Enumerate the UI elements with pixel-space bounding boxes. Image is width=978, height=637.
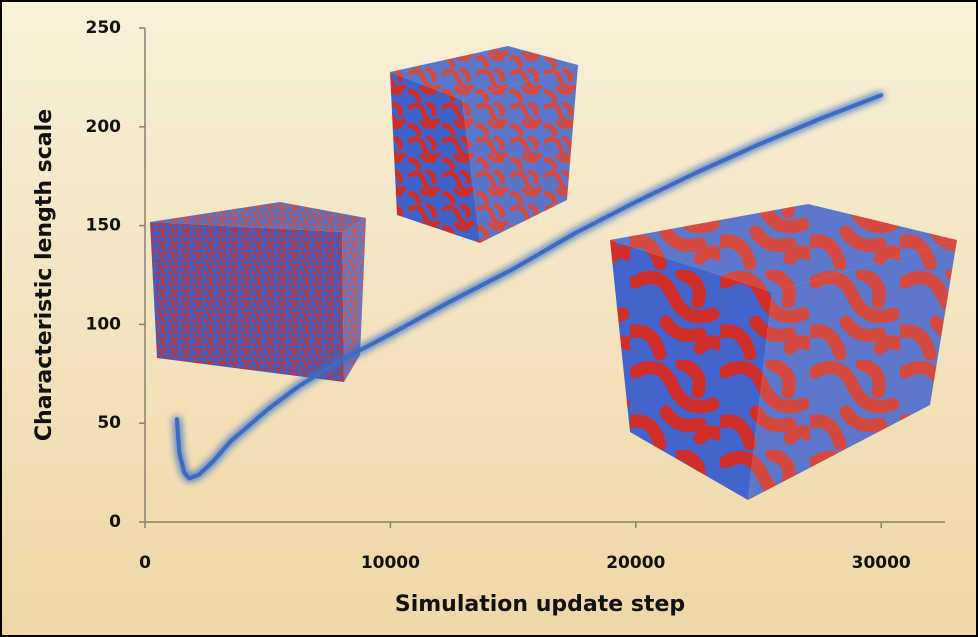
x-tick-label: 0 (139, 553, 151, 573)
y-tick-label: 50 (97, 413, 121, 433)
page: {"chart_data": {"type": "line", "x_label… (0, 0, 978, 637)
y-axis-title: Characteristic length scale (32, 109, 57, 441)
chart: Simulation update step Characteristic le… (0, 0, 978, 637)
y-tick-label: 100 (86, 314, 122, 334)
x-tick-label: 20000 (606, 553, 665, 573)
y-tick-label: 250 (86, 18, 122, 38)
x-tick-label: 10000 (361, 553, 420, 573)
y-tick-label: 150 (86, 216, 122, 236)
y-tick-label: 200 (86, 117, 122, 137)
x-tick-label: 30000 (852, 553, 911, 573)
box-small (150, 202, 366, 382)
y-tick-label: 0 (109, 512, 121, 532)
x-axis-title: Simulation update step (395, 592, 685, 617)
